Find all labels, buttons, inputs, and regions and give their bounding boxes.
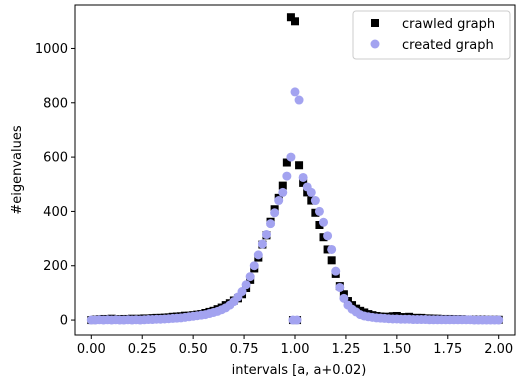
data-point	[306, 187, 316, 197]
legend-box	[352, 10, 511, 60]
y-tick-label: 400	[43, 205, 68, 220]
data-point	[335, 282, 345, 292]
x-tick-label: 1.25	[331, 342, 360, 357]
data-point	[327, 256, 336, 265]
legend-marker-created	[370, 39, 380, 49]
data-point	[290, 87, 300, 97]
y-axis: 0 200 400 600 800 1000	[35, 42, 75, 329]
legend-label-crawled: crawled graph	[402, 17, 495, 32]
y-tick-label: 800	[43, 96, 68, 111]
x-tick-label: 2.00	[484, 342, 513, 357]
data-point	[286, 152, 296, 162]
data-point	[319, 217, 329, 227]
data-point	[282, 171, 292, 181]
y-tick-label: 1000	[35, 42, 68, 57]
data-point	[494, 315, 504, 325]
x-tick-label: 1.00	[281, 342, 310, 357]
series-created	[86, 87, 504, 325]
x-tick-label: 1.50	[382, 342, 411, 357]
data-point	[331, 266, 341, 276]
series-crawled	[87, 13, 503, 325]
plot-area	[86, 13, 504, 325]
data-point	[249, 261, 259, 271]
data-point	[327, 244, 337, 254]
data-point	[245, 272, 255, 282]
x-tick-label: 0.25	[128, 342, 157, 357]
data-point	[257, 239, 267, 249]
x-tick-label: 0.75	[230, 342, 259, 357]
data-point	[282, 158, 291, 167]
data-point	[278, 181, 287, 190]
data-point	[274, 196, 284, 206]
legend: crawled graph created graph	[352, 10, 511, 60]
data-point	[253, 250, 263, 260]
x-tick-label: 0.50	[179, 342, 208, 357]
x-axis: 0.00 0.25 0.50 0.75 1.00 1.25 1.50 1.75 2.00	[77, 335, 513, 357]
data-point	[266, 219, 276, 229]
data-point	[294, 95, 304, 105]
x-tick-label: 1.75	[433, 342, 462, 357]
x-axis-label: intervals [a, a+0.02)	[232, 363, 367, 378]
data-point	[241, 280, 251, 290]
legend-label-created: created graph	[402, 38, 494, 53]
data-point	[310, 196, 320, 206]
y-tick-label: 0	[60, 314, 68, 329]
data-point	[298, 172, 308, 182]
data-point	[323, 231, 333, 241]
y-tick-label: 600	[43, 151, 68, 166]
data-point	[286, 13, 295, 22]
data-point	[315, 221, 324, 229]
data-point	[295, 161, 304, 170]
data-point	[339, 293, 349, 303]
data-point	[314, 206, 324, 216]
x-tick-label: 0.00	[77, 342, 106, 357]
data-point	[261, 230, 271, 240]
data-point	[270, 208, 280, 218]
data-point	[299, 178, 308, 187]
data-point	[237, 287, 247, 297]
data-point	[292, 315, 302, 325]
legend-marker-crawled	[371, 19, 379, 27]
y-axis-label: #eigenvalues	[10, 125, 25, 215]
plot-frame	[74, 4, 516, 336]
y-tick-label: 200	[43, 259, 68, 274]
data-point	[291, 17, 299, 26]
data-point	[278, 187, 288, 197]
